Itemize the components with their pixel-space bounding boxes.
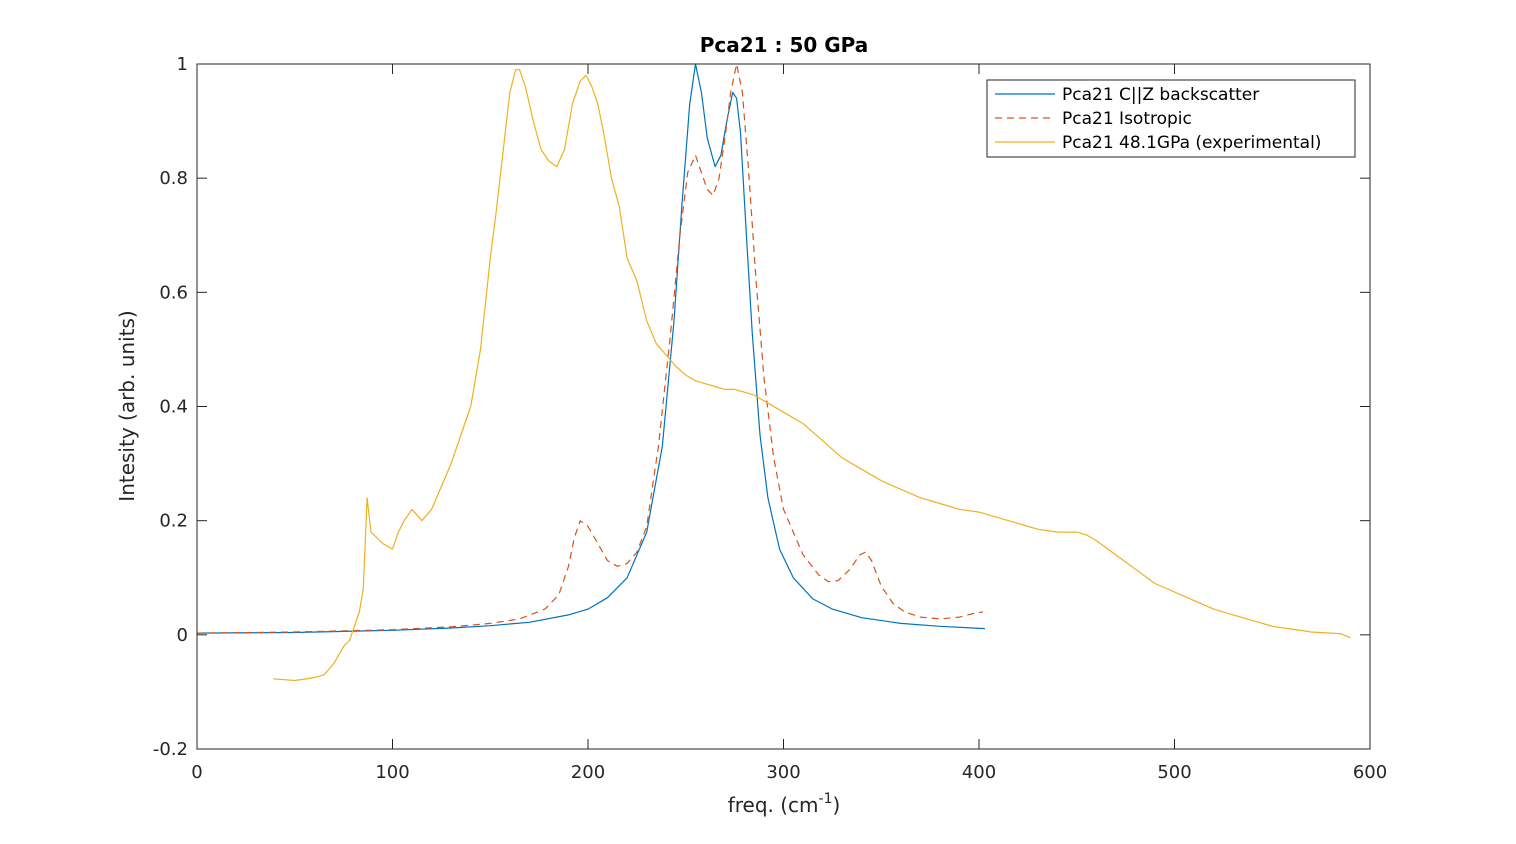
chart-title: Pca21 : 50 GPa <box>700 33 869 57</box>
y-tick-label: 1 <box>177 54 188 75</box>
legend-label-backscatter: Pca21 C||Z backscatter <box>1062 85 1259 105</box>
x-axis-label: freq. (cm-1) <box>728 791 841 817</box>
y-tick-label: -0.2 <box>153 739 188 760</box>
x-tick-label: 600 <box>1353 762 1387 783</box>
series-line-experimental <box>273 69 1351 682</box>
x-tick-label: 0 <box>191 762 202 783</box>
legend-label-isotropic: Pca21 Isotropic <box>1062 109 1192 129</box>
x-tick-label: 500 <box>1157 762 1191 783</box>
plot-background <box>197 64 1370 749</box>
legend-label-experimental: Pca21 48.1GPa (experimental) <box>1062 133 1321 153</box>
y-axis-label: Intesity (arb. units) <box>115 310 139 501</box>
legend: Pca21 C||Z backscatter Pca21 Isotropic P… <box>986 79 1356 158</box>
y-tick-label: 0 <box>177 625 188 646</box>
y-tick-label: 0.8 <box>159 168 188 189</box>
series-layer <box>196 63 1351 682</box>
x-axis-label-tail: ) <box>832 793 840 817</box>
x-axis-label-superscript: -1 <box>819 791 833 807</box>
x-tick-label: 200 <box>571 762 605 783</box>
series-line-isotropic <box>196 63 983 634</box>
x-tick-label: 300 <box>766 762 800 783</box>
y-tick-label: 0.4 <box>159 397 188 418</box>
x-tick-label: 100 <box>375 762 409 783</box>
x-axis-label-main: freq. (cm <box>728 793 819 817</box>
y-tick-label: 0.6 <box>159 282 188 303</box>
ticks-layer: 0 100 200 300 400 500 600-0.200.20.40.60.81 <box>153 54 1387 783</box>
x-tick-label: 400 <box>962 762 996 783</box>
y-tick-label: 0.2 <box>159 511 188 532</box>
series-line-backscatter <box>196 63 985 634</box>
